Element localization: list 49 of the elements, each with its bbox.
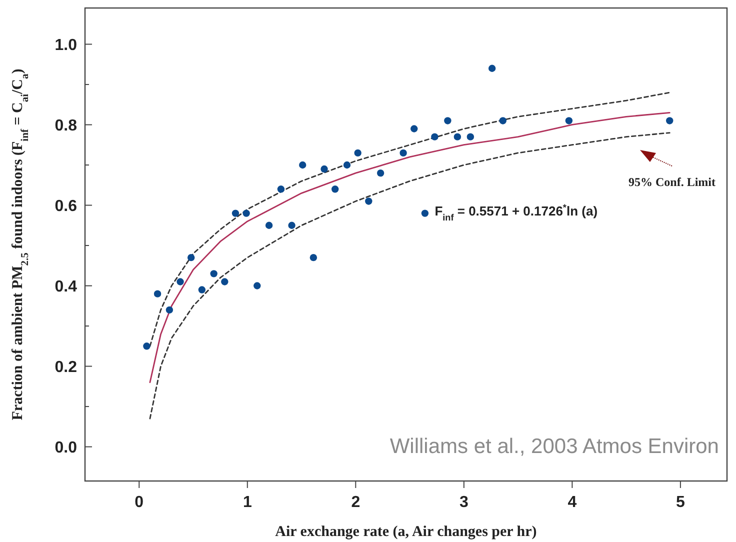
point bbox=[221, 278, 228, 286]
point bbox=[421, 210, 429, 217]
point bbox=[288, 222, 296, 229]
point bbox=[400, 149, 407, 157]
point bbox=[176, 278, 184, 286]
point bbox=[277, 186, 285, 193]
point bbox=[666, 117, 674, 124]
y-tick-label: 0.0 bbox=[54, 439, 78, 456]
point bbox=[376, 169, 384, 177]
x-tick-label: 5 bbox=[676, 494, 685, 511]
point bbox=[188, 254, 195, 262]
annotation: F$_{inf}$ = 0.5571 + 0.1726$^{*}$ln (a) bbox=[434, 202, 598, 222]
point bbox=[154, 290, 162, 298]
y-tick-label: 0.6 bbox=[54, 198, 78, 215]
point bbox=[198, 286, 206, 294]
point bbox=[431, 133, 438, 140]
point bbox=[499, 117, 506, 124]
point bbox=[565, 117, 573, 124]
point bbox=[320, 165, 328, 173]
point bbox=[210, 270, 218, 278]
point bbox=[299, 161, 306, 169]
y-tick-label: 0.4 bbox=[54, 278, 78, 296]
x-tick-label: 1 bbox=[242, 494, 252, 511]
point bbox=[166, 306, 174, 314]
x-tick-label: 0 bbox=[134, 494, 144, 511]
x-tick-label: 4 bbox=[568, 494, 577, 511]
point bbox=[488, 64, 496, 72]
point bbox=[310, 254, 318, 262]
y-tick-label: 0.2 bbox=[54, 358, 78, 376]
x-tick-label: 2 bbox=[351, 494, 360, 511]
x-axis-title: Air exchange rate (a, Air changes per hr) bbox=[275, 524, 537, 540]
x-tick-label: 3 bbox=[459, 494, 468, 511]
point bbox=[232, 210, 240, 217]
point bbox=[343, 161, 351, 169]
point bbox=[265, 222, 273, 229]
point bbox=[365, 198, 372, 205]
annotation: Williams et al., 2003 Atmos Environ bbox=[390, 434, 719, 458]
point bbox=[254, 282, 261, 290]
y-tick-label: 0.8 bbox=[54, 117, 78, 134]
point bbox=[143, 342, 150, 350]
annotation: 95% Conf. Limit bbox=[628, 175, 716, 189]
point bbox=[331, 186, 339, 193]
point bbox=[354, 149, 362, 157]
point bbox=[454, 133, 462, 140]
point bbox=[410, 125, 418, 132]
point bbox=[242, 210, 250, 217]
point bbox=[466, 133, 474, 140]
y-tick-label: 1.0 bbox=[54, 36, 78, 54]
point bbox=[444, 117, 452, 124]
